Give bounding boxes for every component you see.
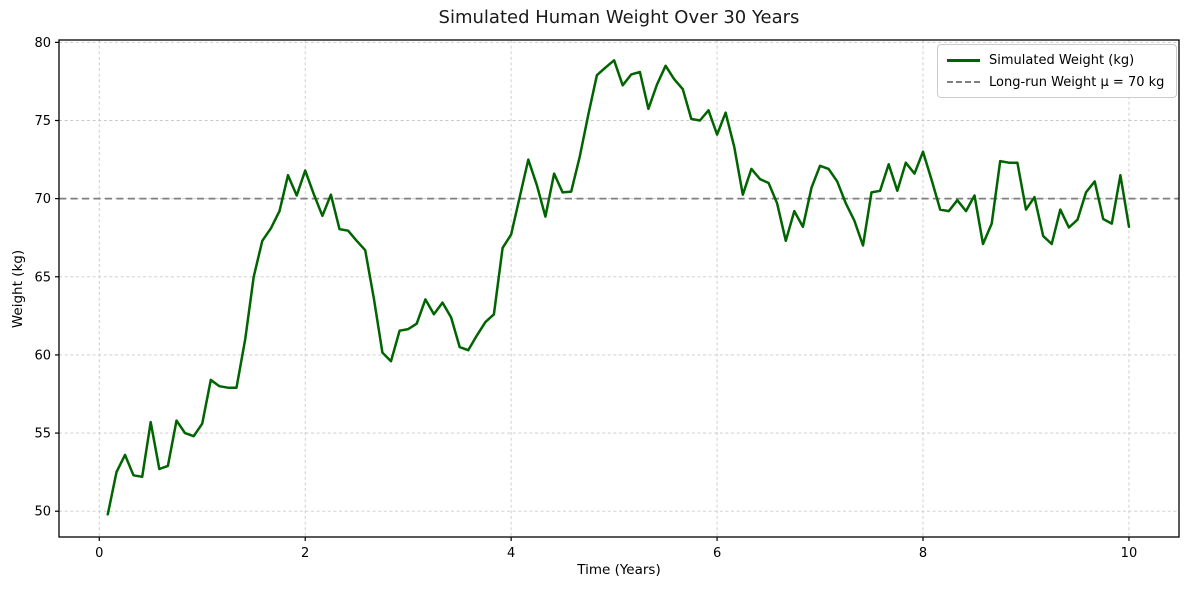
chart-title: Simulated Human Weight Over 30 Years	[438, 7, 800, 28]
legend-label: Simulated Weight (kg)	[989, 52, 1135, 68]
x-tick-label: 2	[301, 546, 309, 561]
x-tick-label: 8	[919, 546, 927, 561]
y-axis-label: Weight (kg)	[10, 249, 26, 329]
legend-solid-line-sample	[947, 58, 980, 62]
legend: Simulated Weight (kg) Long-run Weight μ …	[937, 44, 1177, 98]
legend-entry-simulated-weight: Simulated Weight (kg)	[947, 51, 1167, 69]
y-tick-label: 70	[34, 192, 51, 207]
y-tick-label: 50	[34, 505, 51, 520]
x-tick-label: 4	[507, 546, 515, 561]
legend-entry-longrun-weight: Long-run Weight μ = 70 kg	[947, 73, 1167, 91]
y-tick-label: 75	[34, 114, 51, 129]
x-axis-label: Time (Years)	[577, 562, 661, 578]
plot-border	[58, 39, 1180, 538]
x-tick-label: 6	[713, 546, 721, 561]
y-tick-label: 80	[34, 36, 51, 51]
simulated-weight-line	[106, 59, 1131, 516]
x-tick-label: 10	[1121, 546, 1138, 561]
legend-label: Long-run Weight μ = 70 kg	[989, 74, 1165, 90]
y-tick-label: 65	[34, 270, 51, 285]
y-tick-label: 60	[34, 348, 51, 363]
x-tick-label: 0	[95, 546, 103, 561]
legend-dashed-line-sample	[947, 81, 980, 83]
y-tick-label: 55	[34, 427, 51, 442]
